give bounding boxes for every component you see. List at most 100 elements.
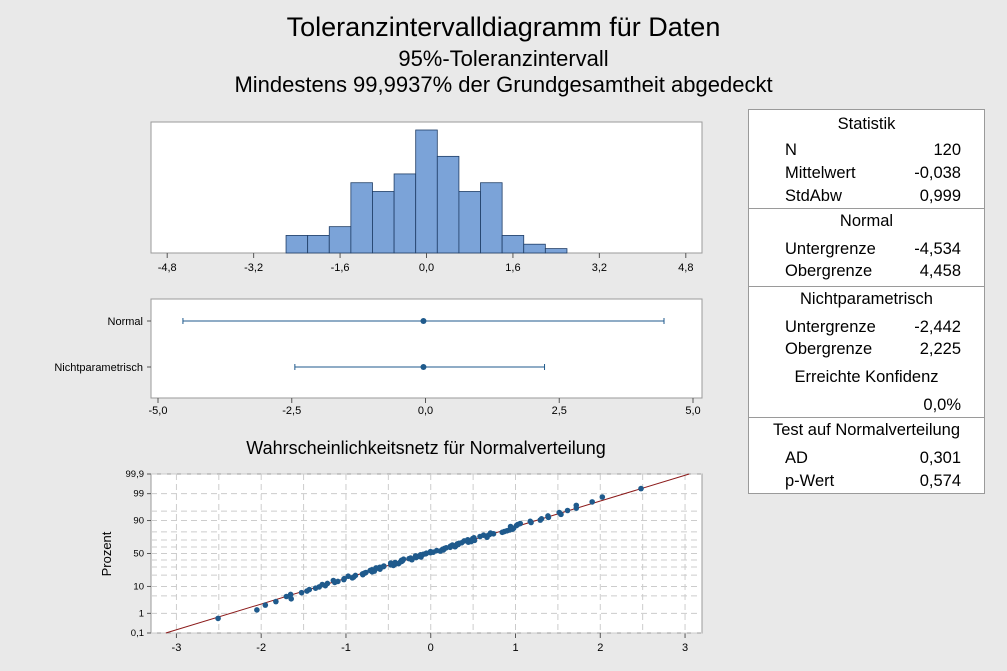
stats-label: N	[785, 141, 797, 159]
interval-x-tick-label: -2,5	[282, 405, 301, 417]
stats-section-nichtparametrisch: Nichtparametrisch Untergrenze -2,442 Obe…	[749, 286, 984, 418]
stats-section-normal: Normal Untergrenze -4,534 Obergrenze 4,4…	[749, 208, 984, 287]
probability-y-tick-label: 1	[139, 608, 144, 619]
probability-data-point	[412, 553, 419, 559]
histogram-x-tick-label: -1,6	[331, 262, 350, 274]
probability-data-point	[363, 569, 369, 576]
probability-data-point	[573, 502, 580, 509]
probability-data-point	[352, 572, 359, 579]
probability-y-tick-label: 50	[133, 549, 144, 560]
histogram-bar	[328, 226, 352, 254]
probability-data-point	[449, 542, 456, 548]
histogram-bar	[372, 191, 395, 254]
probability-data-point	[400, 556, 407, 562]
probability-data-point	[471, 535, 477, 541]
probability-data-point	[487, 530, 494, 536]
probability-y-tick-label: 0,1	[131, 628, 144, 639]
probability-data-point	[464, 536, 471, 543]
stats-header-normal: Normal	[839, 212, 894, 230]
probability-y-tick-label: 99,9	[126, 469, 145, 480]
histogram-bar	[544, 248, 568, 254]
stats-label: AD	[785, 449, 808, 467]
stats-header-statistik: Statistik	[837, 115, 896, 133]
probability-data-point	[545, 513, 551, 519]
interval-x-tick-label: 5,0	[685, 405, 700, 417]
probability-x-tick-label: 3	[682, 642, 688, 654]
interval-category-label: Nichtparametrisch	[54, 362, 143, 374]
probability-data-point	[345, 573, 352, 580]
stats-value: 0,574	[919, 472, 961, 490]
histogram-bar	[285, 235, 309, 254]
probability-data-point	[254, 607, 260, 613]
histogram-bar	[350, 182, 373, 254]
histogram-x-tick-label: 1,6	[505, 262, 520, 274]
probability-data-point	[538, 516, 545, 522]
probability-data-point	[392, 559, 398, 566]
probability-data-point	[507, 523, 514, 530]
probability-data-point	[427, 548, 434, 555]
histogram-bar	[458, 191, 481, 254]
stats-konfidenz-label: Erreichte Konfidenz	[794, 368, 939, 386]
probability-data-point	[335, 578, 341, 585]
stats-label: Untergrenze	[785, 318, 876, 336]
interval-center-point	[420, 318, 427, 324]
probability-plot-title: Wahrscheinlichkeitsnetz für Normalvertei…	[246, 438, 605, 458]
interval-category-label: Normal	[108, 316, 143, 328]
probability-y-tick-label: 99	[133, 489, 144, 500]
histogram-bar	[393, 173, 417, 254]
histogram-bar	[307, 235, 330, 254]
probability-data-point	[433, 547, 440, 554]
interval-x-tick-label: 2,5	[552, 405, 567, 417]
stats-value: 120	[933, 141, 961, 159]
chart-coverage-subtitle: Mindestens 99,9937% der Grundgesamtheit …	[234, 72, 773, 97]
probability-data-point	[298, 589, 305, 596]
stats-value: 4,458	[919, 262, 961, 280]
probability-data-point	[215, 615, 221, 622]
stats-section-statistik: Statistik N 120 Mittelwert -0,038 StdAbw…	[749, 110, 984, 208]
probability-data-point	[564, 507, 571, 514]
interval-plot-area	[150, 298, 703, 399]
probability-data-point	[283, 593, 290, 600]
stats-label: StdAbw	[785, 187, 842, 205]
statistics-panel: Statistik N 120 Mittelwert -0,038 StdAbw…	[748, 109, 985, 494]
chart-subtitle: 95%-Toleranzintervall	[398, 46, 609, 71]
probability-data-point	[262, 602, 269, 608]
stats-value: -0,038	[914, 164, 961, 182]
probability-x-tick-label: -3	[172, 642, 182, 654]
stats-section-normtest: Test auf Normalverteilung AD 0,301 p-Wer…	[749, 417, 984, 494]
probability-y-tick-label: 10	[133, 581, 144, 592]
probability-data-point	[324, 580, 331, 587]
stats-label: Obergrenze	[785, 262, 873, 280]
stats-value: 0,301	[919, 449, 961, 467]
stats-label: p-Wert	[785, 472, 835, 490]
probability-data-point	[330, 577, 337, 584]
histogram-x-tick-label: 3,2	[592, 262, 607, 274]
stats-label: Mittelwert	[785, 164, 856, 182]
histogram-x-tick-label: 0,0	[419, 262, 434, 274]
histogram-x-tick-label: -3,2	[244, 262, 263, 274]
probability-data-point	[527, 518, 534, 525]
stats-label: Obergrenze	[785, 340, 873, 358]
histogram-bar	[523, 243, 546, 254]
histogram-x-tick-label: -4,8	[158, 262, 177, 274]
interval-x-tick-label: 0,0	[418, 405, 433, 417]
histogram-bar	[480, 182, 503, 254]
probability-data-point	[306, 586, 313, 593]
probability-data-point	[319, 581, 326, 588]
stats-value: -2,442	[914, 318, 961, 336]
stats-header-normtest: Test auf Normalverteilung	[772, 421, 961, 439]
histogram-bar	[415, 129, 438, 254]
chart-title: Toleranzintervalldiagramm für Daten	[286, 12, 721, 42]
probability-x-tick-label: 2	[597, 642, 603, 654]
probability-data-point	[341, 575, 347, 582]
stats-value: -4,534	[914, 240, 961, 258]
probability-y-tick-label: 90	[133, 516, 144, 527]
probability-y-axis-label: Prozent	[99, 531, 114, 576]
histogram-bar	[501, 235, 525, 254]
probability-data-point	[556, 509, 563, 516]
stats-value: 2,225	[919, 340, 961, 358]
probability-data-point	[387, 560, 394, 566]
probability-data-point	[589, 499, 595, 505]
probability-x-tick-label: 1	[512, 642, 518, 654]
